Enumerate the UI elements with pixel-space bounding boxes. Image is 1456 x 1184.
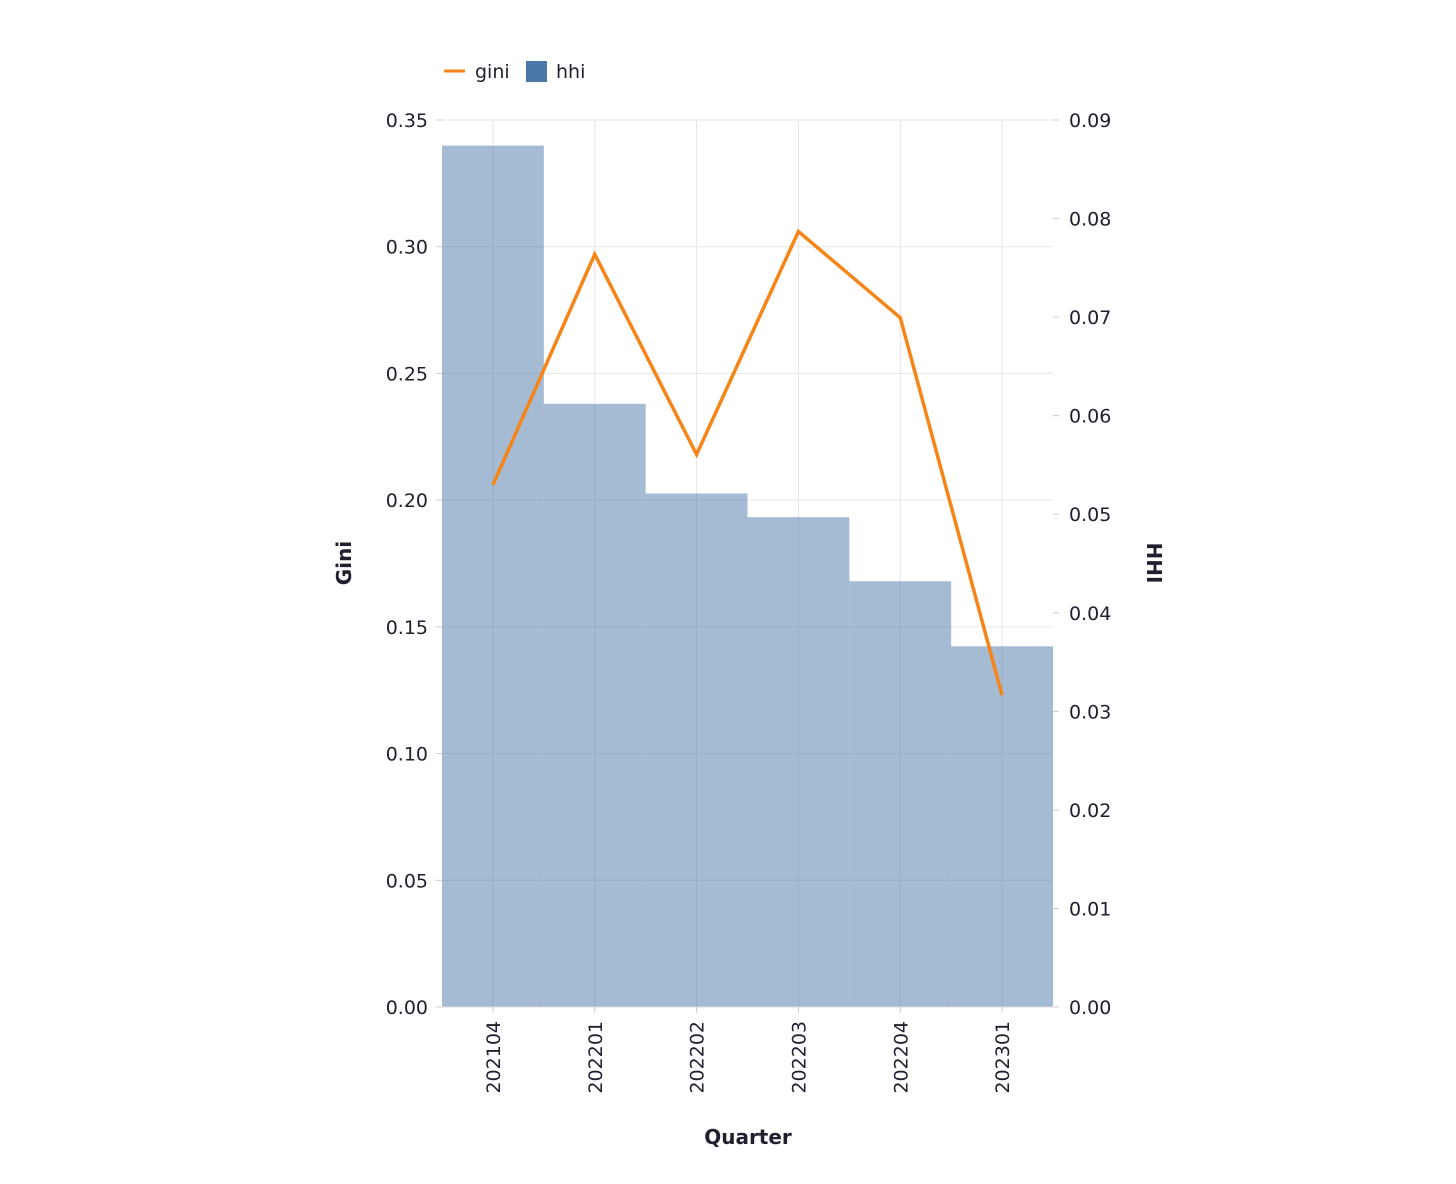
y-left-tick-label: 0.20 <box>386 490 428 512</box>
x-tick-label-202202: 202202 <box>687 1021 709 1094</box>
y-left-tick-label: 0.05 <box>386 870 428 892</box>
bar-hhi-202202 <box>646 494 748 1007</box>
y-right-tick-label: 0.03 <box>1069 701 1111 723</box>
y-left-tick-label: 0.30 <box>386 237 428 259</box>
y-right-tick-label: 0.06 <box>1069 406 1111 428</box>
y-left-tick-label: 0.15 <box>386 617 428 639</box>
bar-hhi-202201 <box>544 404 646 1007</box>
y-left-tick-label: 0.00 <box>386 997 428 1019</box>
y-left-tick-label: 0.25 <box>386 363 428 385</box>
y-right-tick-label: 0.02 <box>1069 800 1111 822</box>
legend: gini hhi <box>444 61 585 83</box>
bar-hhi-202204 <box>849 581 951 1007</box>
legend-hhi-swatch <box>526 61 547 82</box>
legend-hhi-label: hhi <box>556 61 585 83</box>
x-tick-label-202201: 202201 <box>585 1021 607 1094</box>
bar-hhi-202203 <box>748 517 850 1007</box>
bar-hhi-202301 <box>951 646 1053 1007</box>
y-right-tick-label: 0.01 <box>1069 898 1111 920</box>
y-right-tick-label: 0.05 <box>1069 504 1111 526</box>
bar-hhi-202104 <box>442 146 544 1007</box>
y-axis-right-title: HHI <box>1142 543 1166 584</box>
y-right-tick-label: 0.07 <box>1069 307 1111 329</box>
y-right-tick-label: 0.00 <box>1069 997 1111 1019</box>
x-tick-label-202104: 202104 <box>483 1021 505 1094</box>
x-tick-label-202203: 202203 <box>788 1021 810 1094</box>
x-tick-label-202204: 202204 <box>890 1021 912 1094</box>
bar-layer <box>442 146 1053 1007</box>
x-tick-label-202301: 202301 <box>992 1021 1014 1094</box>
y-axis-left-title: Gini <box>332 541 356 585</box>
x-axis-title: Quarter <box>704 1125 792 1149</box>
y-right-tick-label: 0.04 <box>1069 603 1111 625</box>
y-right-tick-label: 0.08 <box>1069 209 1111 231</box>
y-left-tick-label: 0.10 <box>386 744 428 766</box>
y-right-tick-label: 0.09 <box>1069 110 1111 132</box>
y-left-tick-label: 0.35 <box>386 110 428 132</box>
legend-gini-label: gini <box>475 61 510 83</box>
